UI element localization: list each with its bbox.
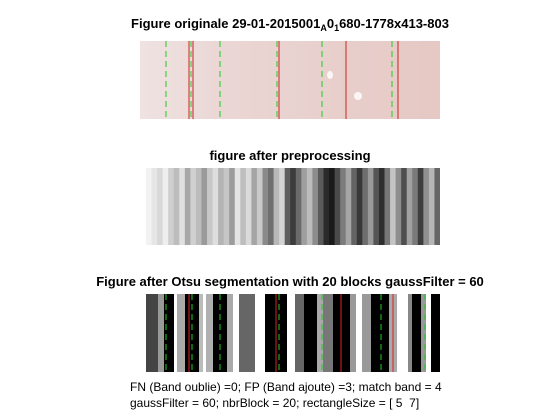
- grayscale-stripes: [146, 168, 440, 245]
- gray-stripe: [307, 168, 313, 245]
- result-caption-metrics: FN (Band oublie) =0; FP (Band ajoute) =3…: [130, 380, 442, 394]
- gray-stripe: [418, 168, 424, 245]
- gray-stripe: [290, 168, 296, 245]
- gray-stripe: [174, 168, 180, 245]
- gray-stripe: [324, 168, 330, 245]
- block: [255, 294, 265, 372]
- speck: [354, 92, 362, 100]
- gray-stripe: [385, 168, 391, 245]
- gray-stripe: [179, 168, 185, 245]
- gray-stripe: [235, 168, 241, 245]
- gray-stripe: [201, 168, 207, 245]
- gray-stripe: [412, 168, 418, 245]
- gray-stripe: [146, 168, 152, 245]
- gray-stripe: [396, 168, 402, 245]
- block: [295, 294, 304, 372]
- gray-stripe: [213, 168, 219, 245]
- segmentation-blocks: [146, 294, 440, 372]
- gray-stripe: [262, 168, 268, 245]
- block: [146, 294, 158, 372]
- block: [203, 294, 206, 372]
- gray-stripe: [346, 168, 352, 245]
- block: [233, 294, 236, 372]
- gray-stripe: [373, 168, 379, 245]
- segmented-image-panel: [146, 294, 440, 372]
- block: [426, 294, 431, 372]
- gray-stripe: [251, 168, 257, 245]
- block: [206, 294, 213, 372]
- gray-stripe: [168, 168, 174, 245]
- gray-stripe: [268, 168, 274, 245]
- figure-title-otsu: Figure after Otsu segmentation with 20 b…: [0, 274, 560, 289]
- gray-stripe: [285, 168, 291, 245]
- block: [431, 294, 440, 372]
- gray-stripe: [401, 168, 407, 245]
- gray-stripe: [340, 168, 346, 245]
- block: [323, 294, 333, 372]
- speck: [327, 71, 333, 79]
- gray-stripe: [362, 168, 368, 245]
- block: [287, 294, 295, 372]
- gray-stripe: [274, 168, 280, 245]
- gray-stripe: [229, 168, 235, 245]
- gray-stripe: [218, 168, 224, 245]
- figure-title-preprocessing: figure after preprocessing: [0, 148, 560, 163]
- title-mid: 0: [327, 16, 334, 31]
- block: [304, 294, 317, 372]
- block: [408, 294, 412, 372]
- gray-stripe: [152, 168, 158, 245]
- block: [356, 294, 362, 372]
- gray-stripe: [224, 168, 230, 245]
- title-suffix: 680-1778x413-803: [339, 16, 449, 31]
- gray-stripe: [207, 168, 213, 245]
- gray-stripe: [312, 168, 318, 245]
- block: [362, 294, 371, 372]
- title-prefix: Figure originale 29-01-2015001: [131, 16, 320, 31]
- gray-stripe: [163, 168, 169, 245]
- block: [397, 294, 408, 372]
- gray-stripe: [357, 168, 363, 245]
- block: [371, 294, 389, 372]
- gray-stripe: [351, 168, 357, 245]
- block: [177, 294, 185, 372]
- original-image-panel: [140, 41, 440, 119]
- block: [158, 294, 164, 372]
- gray-stripe: [434, 168, 440, 245]
- gray-stripe: [240, 168, 246, 245]
- gray-stripe: [368, 168, 374, 245]
- gray-stripe: [190, 168, 196, 245]
- figure-title-original: Figure originale 29-01-2015001A01680-177…: [0, 16, 560, 33]
- block: [236, 294, 239, 372]
- block: [239, 294, 255, 372]
- gray-stripe: [335, 168, 341, 245]
- gray-stripe: [318, 168, 324, 245]
- gray-stripe: [329, 168, 335, 245]
- gray-stripe: [246, 168, 252, 245]
- block: [350, 294, 356, 372]
- gray-stripe: [257, 168, 263, 245]
- tissue-strip: [140, 41, 440, 119]
- gray-stripe: [407, 168, 413, 245]
- result-caption-parameters: gaussFilter = 60; nbrBlock = 20; rectang…: [130, 396, 419, 410]
- gray-stripe: [296, 168, 302, 245]
- gray-stripe: [379, 168, 385, 245]
- gray-stripe: [185, 168, 191, 245]
- block: [227, 294, 233, 372]
- gray-stripe: [301, 168, 307, 245]
- gray-stripe: [390, 168, 396, 245]
- gray-stripe: [423, 168, 429, 245]
- gray-stripe: [429, 168, 435, 245]
- block: [199, 294, 203, 372]
- gray-stripe: [196, 168, 202, 245]
- block: [174, 294, 177, 372]
- preprocessed-image-panel: [146, 168, 440, 245]
- block: [412, 294, 421, 372]
- gray-stripe: [157, 168, 163, 245]
- gray-stripe: [279, 168, 285, 245]
